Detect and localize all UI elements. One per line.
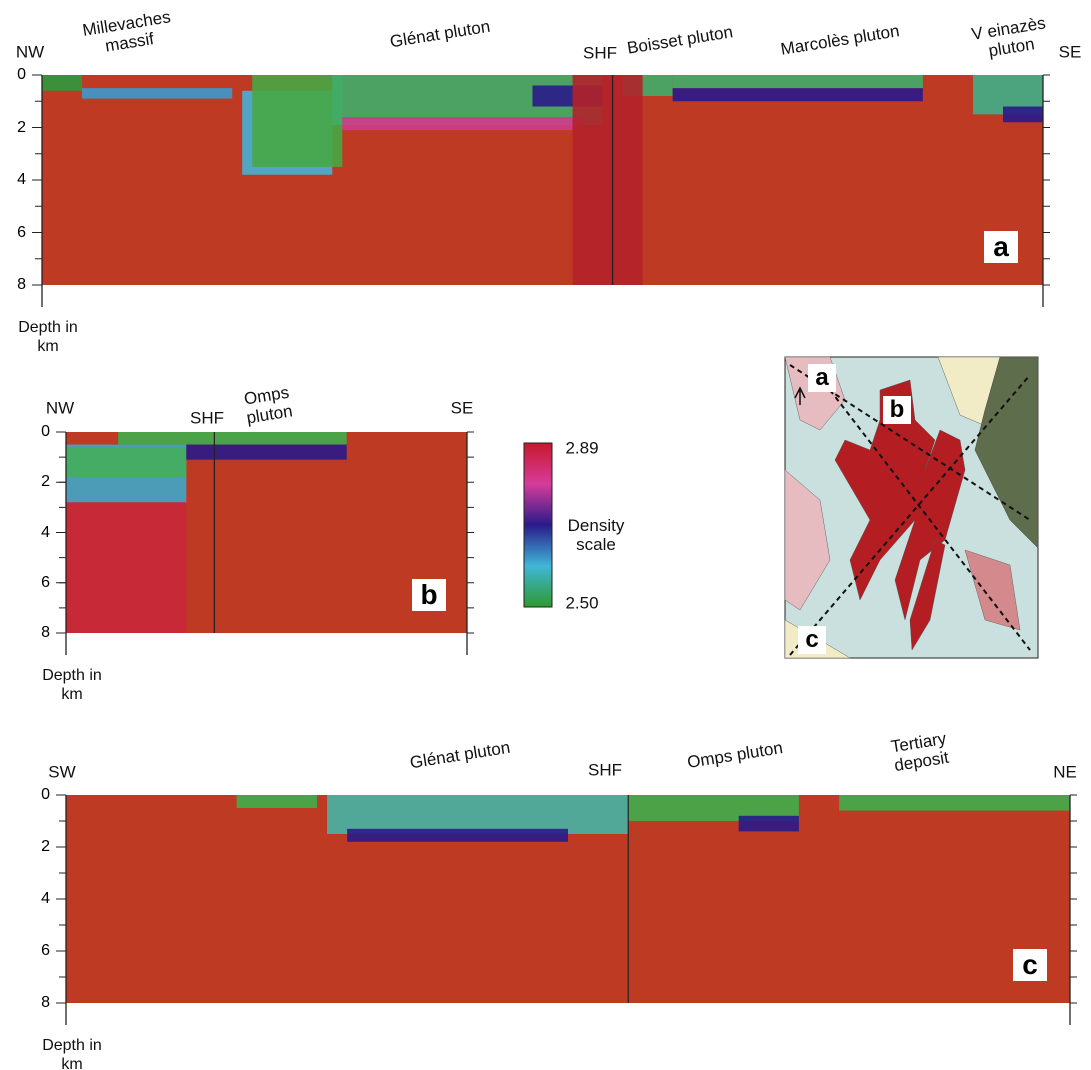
density-block (839, 795, 1070, 811)
unit-label: SHF (575, 761, 635, 780)
density-block (1003, 107, 1043, 123)
density-block (573, 75, 643, 285)
unit-label: SHF (177, 409, 237, 428)
location-map (785, 357, 1038, 658)
cross-section (66, 795, 1070, 1003)
depth-tick-label: 6 (41, 574, 50, 592)
depth-tick-label: 0 (41, 786, 50, 804)
density-block (739, 816, 799, 832)
scale-max: 2.89 (565, 439, 598, 458)
density-block (252, 75, 342, 167)
map-letter: a (808, 364, 836, 392)
depth-tick-label: 4 (41, 890, 50, 908)
cross-section (42, 75, 1043, 285)
map-letter: c (798, 626, 826, 654)
density-block (82, 88, 232, 99)
canvas (0, 0, 1091, 1070)
depth-tick-label: 6 (41, 942, 50, 960)
panel-letter: b (412, 579, 446, 611)
depth-label: Depth in km (32, 666, 112, 704)
panel-letter: a (984, 231, 1018, 263)
cross-section (66, 432, 467, 633)
depth-label: Depth in km (8, 318, 88, 356)
left-end-label: NW (16, 43, 44, 62)
depth-tick-label: 2 (41, 838, 50, 856)
depth-tick-label: 8 (41, 624, 50, 642)
color-bar (524, 443, 552, 607)
density-block (118, 432, 347, 445)
density-block (673, 88, 923, 101)
right-end-label: SE (451, 399, 474, 418)
depth-tick-label: 8 (41, 994, 50, 1012)
density-block (327, 795, 628, 834)
density-block (66, 502, 186, 633)
right-end-label: SE (1059, 43, 1082, 62)
depth-tick-label: 4 (41, 524, 50, 542)
depth-tick-label: 8 (17, 276, 26, 294)
depth-label: Depth in km (32, 1036, 112, 1070)
density-block (66, 447, 186, 477)
left-end-label: NW (46, 399, 74, 418)
density-block (186, 445, 346, 460)
scale-min: 2.50 (565, 594, 598, 613)
density-block (42, 75, 82, 91)
depth-tick-label: 0 (41, 423, 50, 441)
right-end-label: NE (1053, 763, 1077, 782)
depth-tick-label: 0 (17, 66, 26, 84)
depth-tick-label: 6 (17, 224, 26, 242)
left-end-label: SW (48, 763, 75, 782)
panel-letter: c (1013, 949, 1047, 981)
map-letter: b (883, 396, 911, 424)
scale-title: Density scale (551, 516, 641, 554)
figure: 02468Depth in kmNWSEaMillevaches massifG… (0, 0, 1091, 1070)
density-block (342, 117, 582, 130)
density-block (347, 829, 568, 842)
density-block (237, 795, 317, 808)
depth-tick-label: 4 (17, 171, 26, 189)
density-block (673, 75, 923, 88)
depth-tick-label: 2 (41, 473, 50, 491)
depth-tick-label: 2 (17, 119, 26, 137)
